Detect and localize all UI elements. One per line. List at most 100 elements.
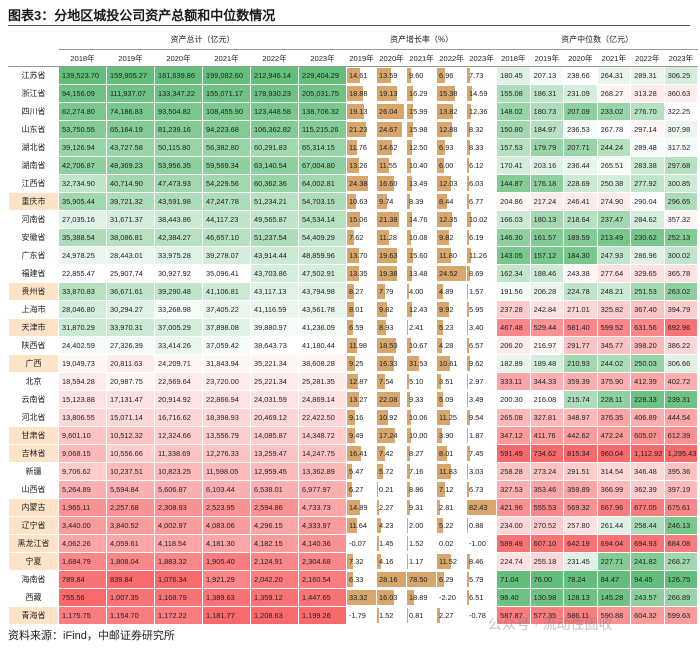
total-cell: 60,362.36 [250,174,299,193]
table-row: 广西 19,049.73 20,811.63 24,209.71 31,843.94 35… [8,354,699,373]
growth-value: 12.88 [439,125,458,134]
median-cell: 217.24 [529,192,565,211]
total-cell: 14,247.75 [297,444,348,463]
growth-value: 5.22 [439,521,454,530]
total-cell: 115,215.26 [297,120,348,139]
growth-bar [377,554,382,569]
median-value: 94.45 [634,575,653,584]
growth-bar [377,536,379,551]
total-cell: 44,117.23 [202,210,251,229]
median-value: 234.00 [500,521,523,530]
growth-cell: 14.76 [406,210,438,229]
growth-bar [347,68,360,83]
growth-box: 26.04 [377,104,406,120]
growth-value: 4.00 [409,287,424,296]
total-cell: 37,005.29 [154,318,203,337]
region-cell: 江苏省 [8,66,59,85]
total-cell: 1,883.32 [154,552,203,571]
growth-cell: 14.62 [376,138,408,157]
year-header: 2020年 [376,49,408,67]
growth-bar [377,86,397,101]
median-cell: 286.96 [630,246,665,265]
median-value: 631.56 [634,323,657,332]
total-value: 108,455.90 [206,107,243,116]
total-cell: 31,671.37 [106,210,155,229]
growth-box: 6.12 [467,158,496,174]
growth-box: 4.23 [377,518,406,534]
median-cell: 216.97 [529,336,565,355]
median-value: 207.09 [567,107,590,116]
median-value: 402.72 [667,377,691,386]
median-cell: 366.99 [596,480,632,499]
total-cell: 13,556.79 [202,426,251,445]
total-value: 24,978.25 [62,251,95,260]
growth-cell: 1.17 [406,552,438,571]
total-value: 23,720.00 [206,377,239,386]
total-value: 43,591.98 [158,197,191,206]
median-value: 213.49 [600,233,624,242]
total-value: 22,422.50 [302,413,335,422]
total-value: 14,085.87 [254,431,287,440]
growth-bar [347,590,376,605]
region-cell: 江西省 [8,174,59,193]
growth-cell: 6.33 [346,570,378,589]
total-cell: 20,811.63 [106,354,155,373]
growth-value: 24.67 [379,125,398,134]
total-value: 24,031.59 [254,395,287,404]
total-cell: 13,362.89 [297,462,348,481]
growth-bar [467,284,468,299]
growth-value: 0.81 [409,611,424,620]
growth-box: 8.86 [407,482,436,498]
growth-cell: 1.52 [406,534,438,553]
growth-box: 7.73 [467,68,496,84]
total-cell: 1,905.40 [202,552,251,571]
total-cell: 35,905.44 [58,192,107,211]
growth-cell: 24.52 [436,264,468,283]
table-row: 云南省 15,123.88 17,131.47 20,914.92 22,866.94 2… [8,390,699,409]
total-value: 16,716.62 [158,413,191,422]
growth-bar [347,572,353,587]
total-cell: 1,199.26 [297,606,348,625]
growth-value: 11.52 [439,557,457,566]
growth-value: 26.04 [379,107,398,116]
growth-bar [347,266,359,281]
growth-value: 9.82 [379,305,394,314]
growth-box: 15.99 [407,104,436,120]
median-value: 329.65 [634,269,657,278]
total-value: 13,556.79 [206,431,239,440]
total-cell: 4,333.97 [297,516,348,535]
median-cell: 694.04 [596,534,632,553]
growth-box: 2.97 [467,374,496,390]
total-cell: 1,007.35 [106,588,155,607]
growth-bar [377,608,379,623]
total-cell: 111,937.07 [106,84,155,103]
growth-value: 11.98 [349,341,367,350]
total-cell: 2,304.68 [297,552,348,571]
median-cell: 180.13 [529,210,565,229]
total-cell: 755.56 [58,588,107,607]
median-value: 286.96 [634,251,657,260]
growth-value: 31.53 [409,359,428,368]
total-cell: 49,565.87 [250,210,299,229]
total-cell: 1,921.29 [202,570,251,589]
growth-cell: 1.45 [376,534,408,553]
median-cell: 569.32 [563,498,598,517]
growth-box: 6.00 [437,158,466,174]
total-value: 25,907.74 [110,269,143,278]
growth-box: 9.33 [407,392,436,408]
total-value: 35,388.54 [62,233,95,242]
total-value: 11,338.69 [158,449,191,458]
total-value: 4,182.15 [254,539,283,548]
growth-value: 9.54 [469,413,484,422]
growth-cell: 6.73 [466,480,498,499]
total-value: 62,274.80 [62,107,95,116]
median-cell: 243.57 [630,588,665,607]
median-cell: 130.98 [529,588,565,607]
median-value: 1,295.43 [667,449,697,458]
total-value: 42,706.87 [62,161,95,170]
total-cell: 64,002.81 [297,174,348,193]
growth-value: 9.62 [469,359,484,368]
growth-cell: 33.32 [346,588,378,607]
growth-cell: 24.67 [376,120,408,139]
growth-box: 8.33 [467,140,496,156]
